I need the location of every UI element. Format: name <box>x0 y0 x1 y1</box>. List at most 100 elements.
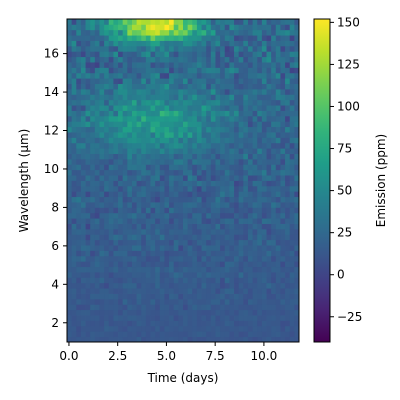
heatmap-cell <box>261 137 267 144</box>
heatmap-cell <box>285 67 291 74</box>
heatmap-cell <box>196 185 202 192</box>
heatmap-cell <box>80 62 86 68</box>
heatmap-cell <box>280 234 286 241</box>
heatmap-cell <box>164 51 170 58</box>
heatmap-cell <box>80 309 86 316</box>
heatmap-cell <box>266 158 272 165</box>
heatmap-cell <box>131 320 137 327</box>
heatmap-cell <box>141 298 147 305</box>
heatmap-cell <box>247 67 253 74</box>
heatmap-cell <box>113 325 119 332</box>
heatmap-cell <box>155 62 161 68</box>
heatmap-cell <box>85 196 91 203</box>
heatmap-cell <box>108 293 114 300</box>
heatmap-cell <box>131 24 137 31</box>
heatmap-cell <box>173 78 179 84</box>
heatmap-cell <box>104 83 110 90</box>
heatmap-cell <box>67 105 73 111</box>
heatmap-cell <box>210 266 216 273</box>
heatmap-cell <box>229 62 235 68</box>
heatmap-cell <box>164 62 170 68</box>
heatmap-cell <box>94 272 100 278</box>
heatmap-cell <box>280 153 286 160</box>
heatmap-cell <box>118 180 124 187</box>
heatmap-cell <box>252 72 258 79</box>
heatmap-cell <box>289 121 295 128</box>
heatmap-cell <box>67 29 73 36</box>
heatmap-cell <box>71 185 77 192</box>
heatmap-cell <box>224 298 230 305</box>
heatmap-cell <box>252 67 258 74</box>
heatmap-cell <box>285 169 291 176</box>
heatmap-cell <box>94 261 100 268</box>
heatmap-cell <box>113 239 119 246</box>
heatmap-cell <box>187 142 193 149</box>
heatmap-cell <box>243 191 249 198</box>
heatmap-cell <box>206 88 212 95</box>
heatmap-cell <box>257 309 263 316</box>
heatmap-cell <box>261 245 267 251</box>
heatmap-cell <box>150 94 156 101</box>
heatmap-cell <box>196 137 202 144</box>
heatmap-cell <box>196 142 202 149</box>
heatmap-cell <box>145 83 151 90</box>
heatmap-cell <box>252 164 258 171</box>
heatmap-cell <box>113 153 119 160</box>
heatmap-cell <box>257 191 263 198</box>
heatmap-cell <box>71 218 77 224</box>
heatmap-cell <box>71 272 77 278</box>
heatmap-cell <box>85 212 91 219</box>
heatmap-cell <box>294 234 300 241</box>
heatmap-cell <box>113 132 119 138</box>
heatmap-cell <box>118 191 124 198</box>
heatmap-cell <box>224 72 230 79</box>
heatmap-cell <box>76 336 82 343</box>
heatmap-cell <box>252 207 258 214</box>
heatmap-cell <box>192 29 198 36</box>
heatmap-cell <box>238 78 244 84</box>
heatmap-cell <box>206 105 212 111</box>
heatmap-cell <box>67 164 73 171</box>
heatmap-cell <box>150 35 156 41</box>
heatmap-cell <box>90 245 96 251</box>
heatmap-cell <box>104 19 110 25</box>
heatmap-cell <box>266 315 272 321</box>
heatmap-cell <box>201 277 207 284</box>
heatmap-cell <box>234 62 240 68</box>
heatmap-cell <box>289 24 295 31</box>
heatmap-cell <box>234 105 240 111</box>
heatmap-cell <box>127 121 133 128</box>
heatmap-cell <box>271 282 277 289</box>
heatmap-cell <box>294 223 300 230</box>
heatmap-cell <box>71 320 77 327</box>
heatmap-cell <box>122 266 128 273</box>
heatmap-cell <box>210 304 216 311</box>
heatmap-cell <box>173 121 179 128</box>
heatmap-cell <box>71 158 77 165</box>
heatmap-cell <box>275 272 281 278</box>
y-tick-label: 16 <box>44 47 59 61</box>
heatmap-cell <box>252 40 258 47</box>
heatmap-cell <box>113 272 119 278</box>
heatmap-cell <box>275 266 281 273</box>
heatmap-cell <box>141 207 147 214</box>
heatmap-cell <box>192 121 198 128</box>
heatmap-cell <box>285 126 291 133</box>
heatmap-cell <box>127 228 133 235</box>
heatmap-cell <box>178 277 184 284</box>
colorbar-tick-label: 125 <box>337 57 360 71</box>
heatmap-cell <box>136 105 142 111</box>
heatmap-cell <box>289 304 295 311</box>
heatmap-cell <box>99 105 105 111</box>
heatmap-cell <box>136 293 142 300</box>
heatmap-cell <box>99 336 105 343</box>
heatmap-cell <box>187 19 193 25</box>
heatmap-cell <box>173 137 179 144</box>
heatmap-cell <box>252 239 258 246</box>
heatmap-cell <box>271 218 277 224</box>
heatmap-cell <box>173 266 179 273</box>
heatmap-cell <box>169 88 175 95</box>
heatmap-cell <box>67 121 73 128</box>
heatmap-cell <box>127 19 133 25</box>
heatmap-cell <box>289 62 295 68</box>
